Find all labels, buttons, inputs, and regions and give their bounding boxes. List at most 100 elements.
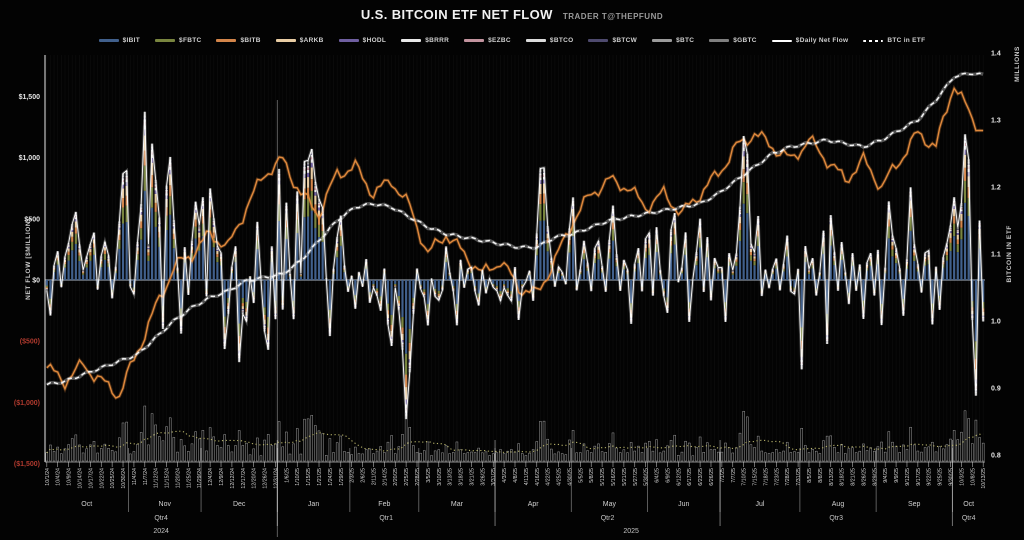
svg-text:0.9: 0.9 (991, 386, 1001, 393)
svg-text:4/3/25: 4/3/25 (502, 468, 508, 483)
svg-text:2/6/25: 2/6/25 (361, 468, 367, 483)
svg-text:12/20/24: 12/20/24 (252, 468, 258, 489)
svg-text:3/31/25: 3/31/25 (491, 468, 497, 486)
svg-text:4/22/25: 4/22/25 (546, 468, 552, 486)
svg-text:8/29/25: 8/29/25 (872, 468, 878, 486)
svg-text:Qtr4: Qtr4 (154, 515, 168, 522)
svg-text:2/11/25: 2/11/25 (371, 468, 377, 485)
svg-text:Jun: Jun (678, 501, 689, 508)
svg-text:Jan: Jan (308, 501, 319, 508)
svg-text:10/8/25: 10/8/25 (970, 468, 976, 486)
svg-text:Qtr1: Qtr1 (379, 515, 393, 522)
svg-text:1.2: 1.2 (991, 185, 1001, 192)
svg-text:Dec: Dec (233, 501, 246, 508)
svg-text:9/17/25: 9/17/25 (916, 468, 922, 486)
svg-text:7/18/25: 7/18/25 (763, 468, 769, 486)
svg-text:7/31/25: 7/31/25 (796, 468, 802, 486)
svg-text:$500: $500 (24, 216, 40, 223)
svg-text:10/9/24: 10/9/24 (67, 468, 73, 486)
svg-text:0.8: 0.8 (991, 453, 1001, 460)
svg-text:11/7/24: 11/7/24 (143, 468, 149, 485)
svg-text:12/4/24: 12/4/24 (208, 468, 214, 486)
svg-text:2025: 2025 (623, 528, 639, 535)
svg-text:$1,000: $1,000 (19, 155, 41, 162)
svg-text:2/28/25: 2/28/25 (415, 468, 421, 486)
daily-net-flow-line (45, 111, 985, 420)
svg-text:12/31/24: 12/31/24 (273, 468, 279, 489)
svg-text:8/8/25: 8/8/25 (818, 468, 824, 483)
svg-text:12/26/24: 12/26/24 (263, 468, 269, 489)
svg-text:1.1: 1.1 (991, 252, 1001, 259)
svg-text:$0: $0 (32, 278, 40, 285)
svg-text:1/21/25: 1/21/25 (317, 468, 323, 486)
svg-text:Feb: Feb (378, 501, 390, 508)
btc-in-etf-line (46, 71, 984, 387)
svg-text:12/17/24: 12/17/24 (241, 468, 247, 489)
svg-text:7/7/25: 7/7/25 (731, 468, 737, 483)
svg-text:9/9/25: 9/9/25 (894, 468, 900, 483)
axes (44, 55, 985, 467)
svg-text:1/15/25: 1/15/25 (306, 468, 312, 486)
svg-text:6/17/25: 6/17/25 (687, 468, 693, 486)
svg-text:5/16/25: 5/16/25 (611, 468, 617, 486)
svg-text:10/3/25: 10/3/25 (959, 468, 965, 486)
svg-text:Oct: Oct (963, 501, 974, 508)
svg-text:5/27/25: 5/27/25 (633, 468, 639, 486)
svg-text:9/12/25: 9/12/25 (905, 468, 911, 486)
svg-text:Mar: Mar (451, 501, 464, 508)
svg-text:10/22/24: 10/22/24 (99, 468, 105, 489)
svg-text:7/28/25: 7/28/25 (785, 468, 791, 486)
svg-text:3/5/25: 3/5/25 (426, 468, 432, 483)
svg-text:Jul: Jul (756, 501, 765, 508)
svg-text:5/5/25: 5/5/25 (578, 468, 584, 483)
svg-text:11/15/24: 11/15/24 (165, 468, 171, 488)
period-separators (128, 100, 953, 537)
svg-text:Aug: Aug (832, 501, 845, 508)
volume-histogram (45, 405, 985, 462)
svg-text:10/25/24: 10/25/24 (110, 468, 116, 489)
svg-text:6/9/25: 6/9/25 (665, 468, 671, 483)
svg-text:1/24/25: 1/24/25 (328, 468, 334, 486)
svg-text:8/13/25: 8/13/25 (829, 468, 835, 486)
svg-text:1.4: 1.4 (991, 51, 1001, 58)
svg-text:8/5/25: 8/5/25 (807, 468, 813, 483)
svg-text:7/1/25: 7/1/25 (720, 468, 726, 483)
svg-text:6/4/25: 6/4/25 (655, 468, 661, 483)
svg-text:1.0: 1.0 (991, 319, 1001, 326)
svg-text:10/1/24: 10/1/24 (45, 468, 51, 486)
svg-text:6/12/25: 6/12/25 (676, 468, 682, 486)
svg-text:1.3: 1.3 (991, 118, 1001, 125)
svg-text:3/18/25: 3/18/25 (459, 468, 465, 486)
svg-text:4/30/25: 4/30/25 (567, 468, 573, 486)
svg-text:7/23/25: 7/23/25 (774, 468, 780, 486)
svg-text:May: May (603, 501, 617, 508)
x-axis-labels: 10/1/24 10/4/24 10/9/24 10/14/24 10/17/24 10/… (45, 468, 987, 535)
svg-text:2024: 2024 (153, 528, 169, 535)
svg-text:11/12/24: 11/12/24 (154, 468, 160, 488)
svg-text:4/8/25: 4/8/25 (513, 468, 519, 483)
svg-text:1/6/25: 1/6/25 (284, 468, 290, 483)
svg-text:5/8/25: 5/8/25 (589, 468, 595, 483)
svg-text:4/16/25: 4/16/25 (535, 468, 541, 486)
svg-text:9/4/25: 9/4/25 (883, 468, 889, 483)
svg-text:2/25/25: 2/25/25 (404, 468, 410, 486)
svg-text:11/29/24: 11/29/24 (197, 468, 203, 488)
svg-text:6/26/25: 6/26/25 (709, 468, 715, 486)
svg-text:2/14/25: 2/14/25 (382, 468, 388, 486)
svg-text:($1,500): ($1,500) (14, 461, 40, 468)
svg-text:Oct: Oct (81, 501, 92, 508)
svg-text:11/4/24: 11/4/24 (132, 468, 138, 485)
svg-text:5/30/25: 5/30/25 (644, 468, 650, 486)
svg-text:8/26/25: 8/26/25 (861, 468, 867, 486)
svg-text:($500): ($500) (20, 339, 40, 346)
svg-text:9/22/25: 9/22/25 (927, 468, 933, 486)
svg-text:10/14/24: 10/14/24 (77, 468, 83, 489)
svg-text:3/10/25: 3/10/25 (437, 468, 443, 486)
svg-text:8/21/25: 8/21/25 (851, 468, 857, 486)
y-tick-labels: $1,500 $1,000 $500 $0 ($500) ($1,000) ($1,500)… (14, 51, 1001, 469)
svg-text:Apr: Apr (528, 501, 540, 508)
svg-text:6/23/25: 6/23/25 (698, 468, 704, 486)
svg-text:12/12/24: 12/12/24 (230, 468, 236, 489)
